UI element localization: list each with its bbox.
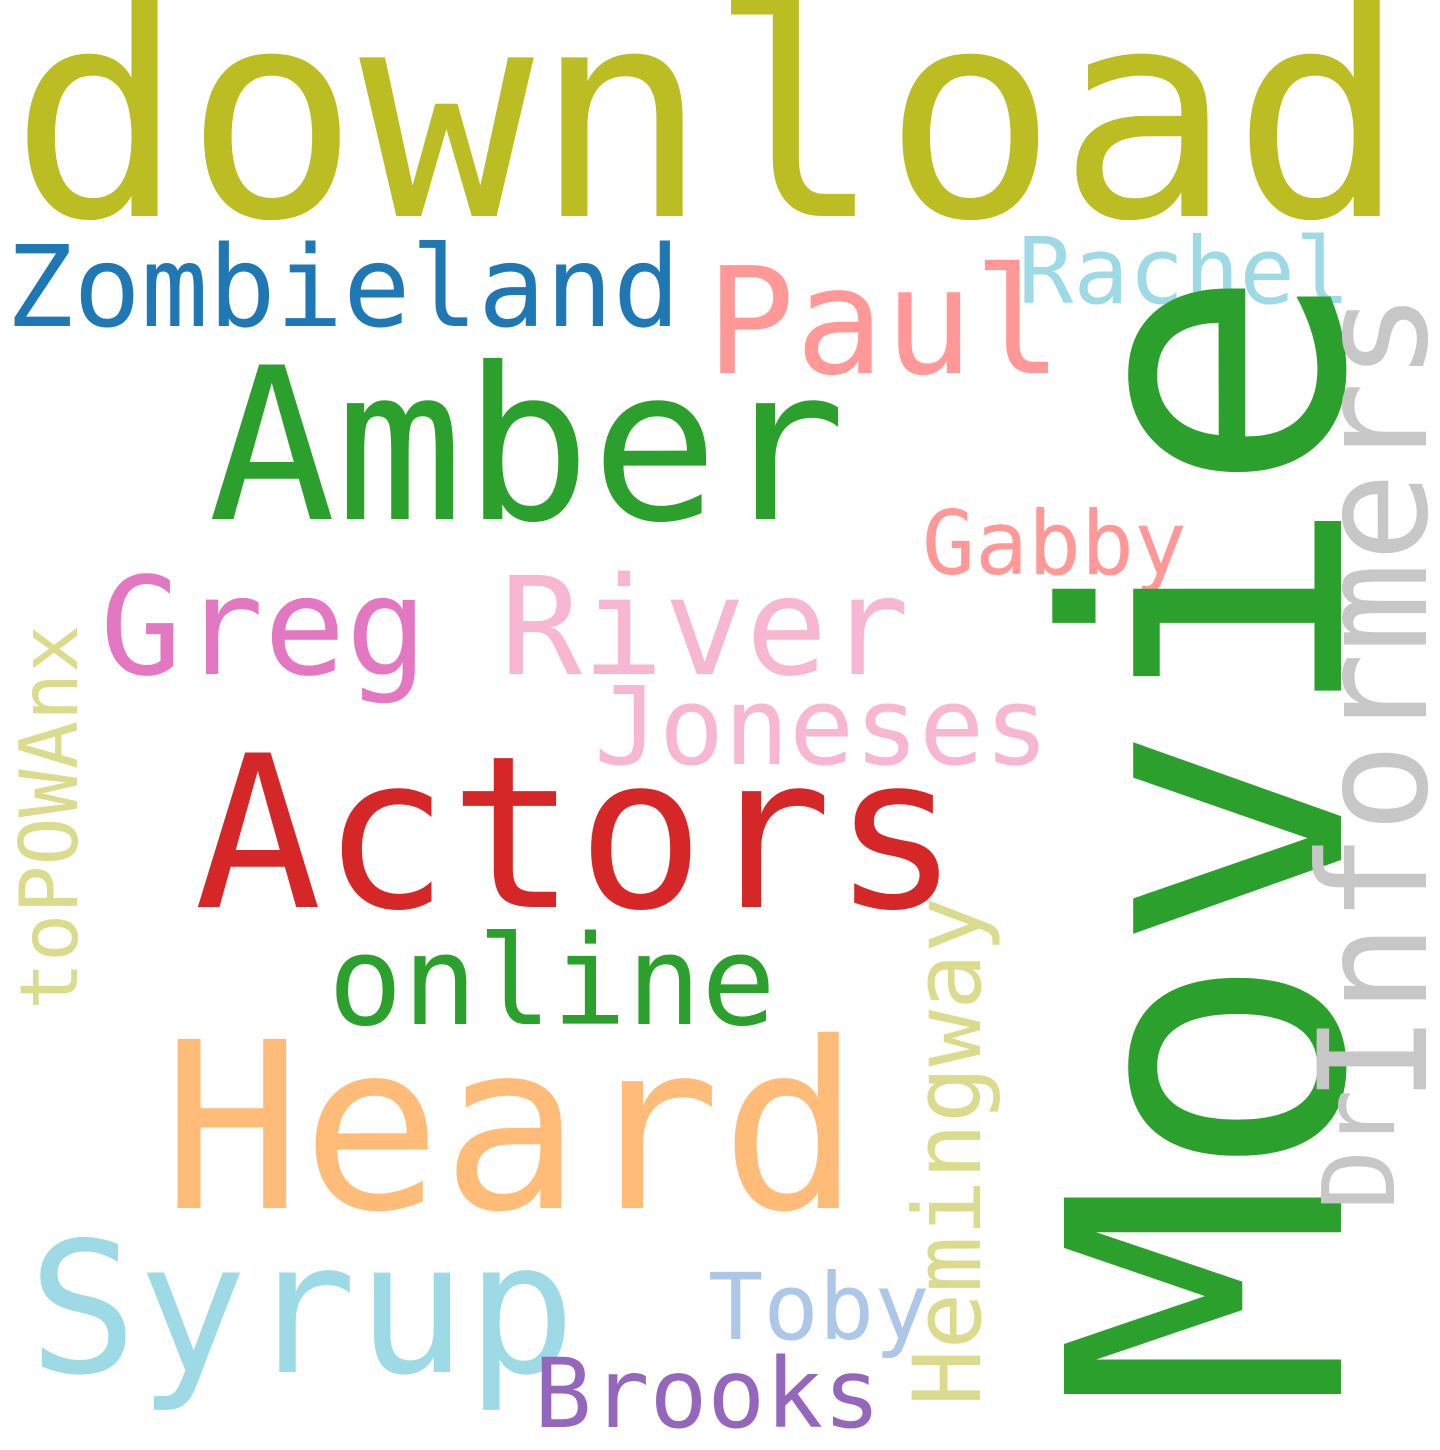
- word-greg: Greg: [100, 549, 428, 707]
- word-toby: Toby: [708, 1254, 930, 1361]
- word-zombieland: Zombieland: [6, 223, 681, 353]
- word-heard: Heard: [162, 993, 861, 1263]
- word-paul: Paul: [706, 236, 1063, 408]
- word-amber: Amber: [208, 322, 847, 569]
- word-hemingway: Hemingway: [894, 896, 1003, 1406]
- word-dr: Dr: [1301, 1089, 1418, 1210]
- word-download: download: [10, 0, 1407, 285]
- word-brooks: Brooks: [534, 1338, 881, 1450]
- word-syrup: Syrup: [28, 1203, 576, 1415]
- word-topowanx: toPOWAnx: [3, 624, 96, 1010]
- word-gabby: Gabby: [922, 492, 1187, 595]
- word-actors: Actors: [194, 710, 960, 957]
- word-joneses: Joneses: [594, 665, 1050, 790]
- word-rachel: Rachel: [1018, 218, 1351, 325]
- word-river: River: [500, 549, 910, 707]
- word-informers: Informers: [1288, 291, 1440, 1104]
- word-online: online: [328, 910, 776, 1054]
